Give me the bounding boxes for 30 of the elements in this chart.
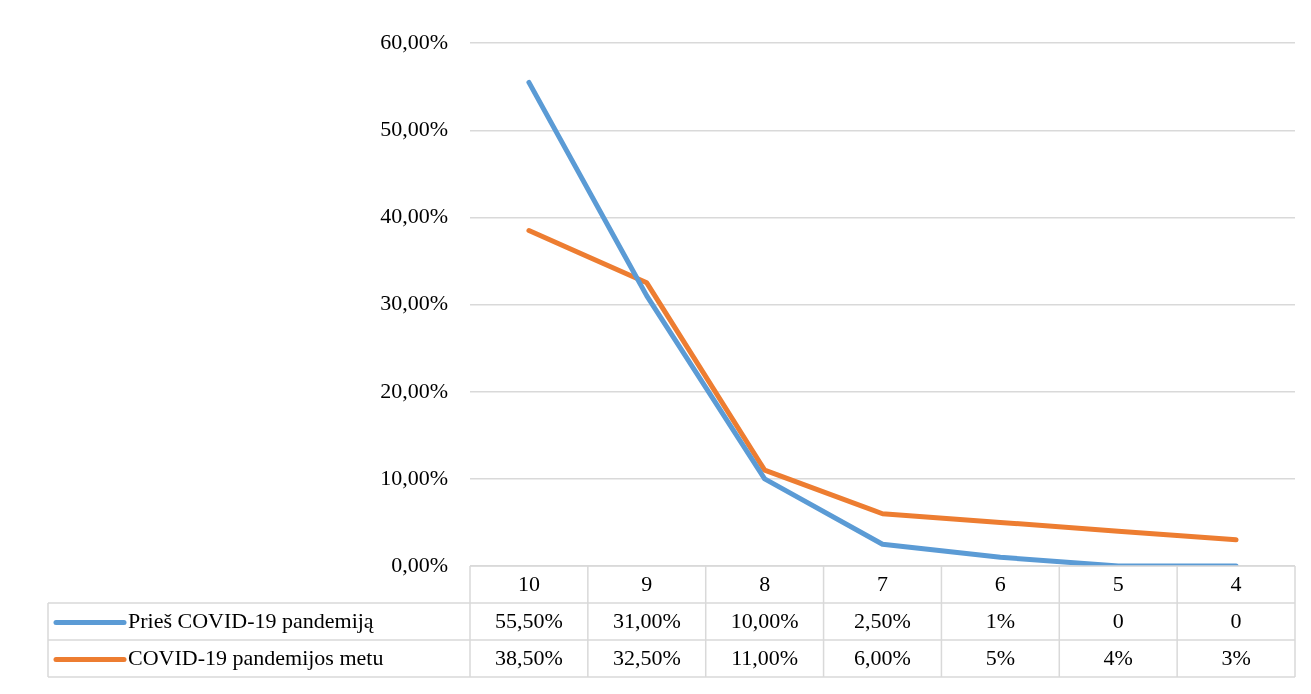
data-label: 0	[1230, 608, 1242, 634]
y-tick-label: 50,00%	[380, 116, 448, 142]
data-label: 38,50%	[495, 645, 563, 671]
x-tick-label: 10	[517, 571, 540, 597]
data-label: 32,50%	[612, 645, 681, 671]
y-tick-label: 0,00%	[391, 551, 448, 577]
x-tick-label: 4	[1230, 571, 1242, 597]
data-label: 55,50%	[495, 608, 563, 634]
y-tick-label: 40,00%	[380, 203, 448, 229]
x-tick-label: 7	[877, 571, 888, 597]
x-tick-label: 5	[1112, 571, 1124, 597]
data-label: 3%	[1221, 645, 1251, 671]
data-label: 5%	[985, 645, 1016, 671]
data-label: 6,00%	[854, 645, 911, 671]
data-label: 31,00%	[612, 608, 681, 634]
data-label: 10,00%	[730, 608, 799, 634]
y-tick-label: 10,00%	[380, 464, 448, 490]
legend-label: COVID-19 pandemijos metu	[128, 645, 384, 671]
x-tick-label: 8	[759, 571, 771, 597]
data-label: 2,50%	[854, 608, 911, 634]
legend-label: Prieš COVID-19 pandemiją	[128, 608, 374, 634]
data-label: 1%	[985, 608, 1016, 634]
x-tick-label: 9	[641, 571, 653, 597]
y-tick-label: 20,00%	[380, 377, 448, 403]
x-tick-label: 6	[994, 571, 1006, 597]
data-label: 4%	[1103, 645, 1133, 671]
y-tick-label: 60,00%	[380, 28, 448, 54]
data-label: 0	[1112, 608, 1124, 634]
data-label: 11,00%	[731, 645, 799, 671]
y-tick-label: 30,00%	[380, 290, 448, 316]
